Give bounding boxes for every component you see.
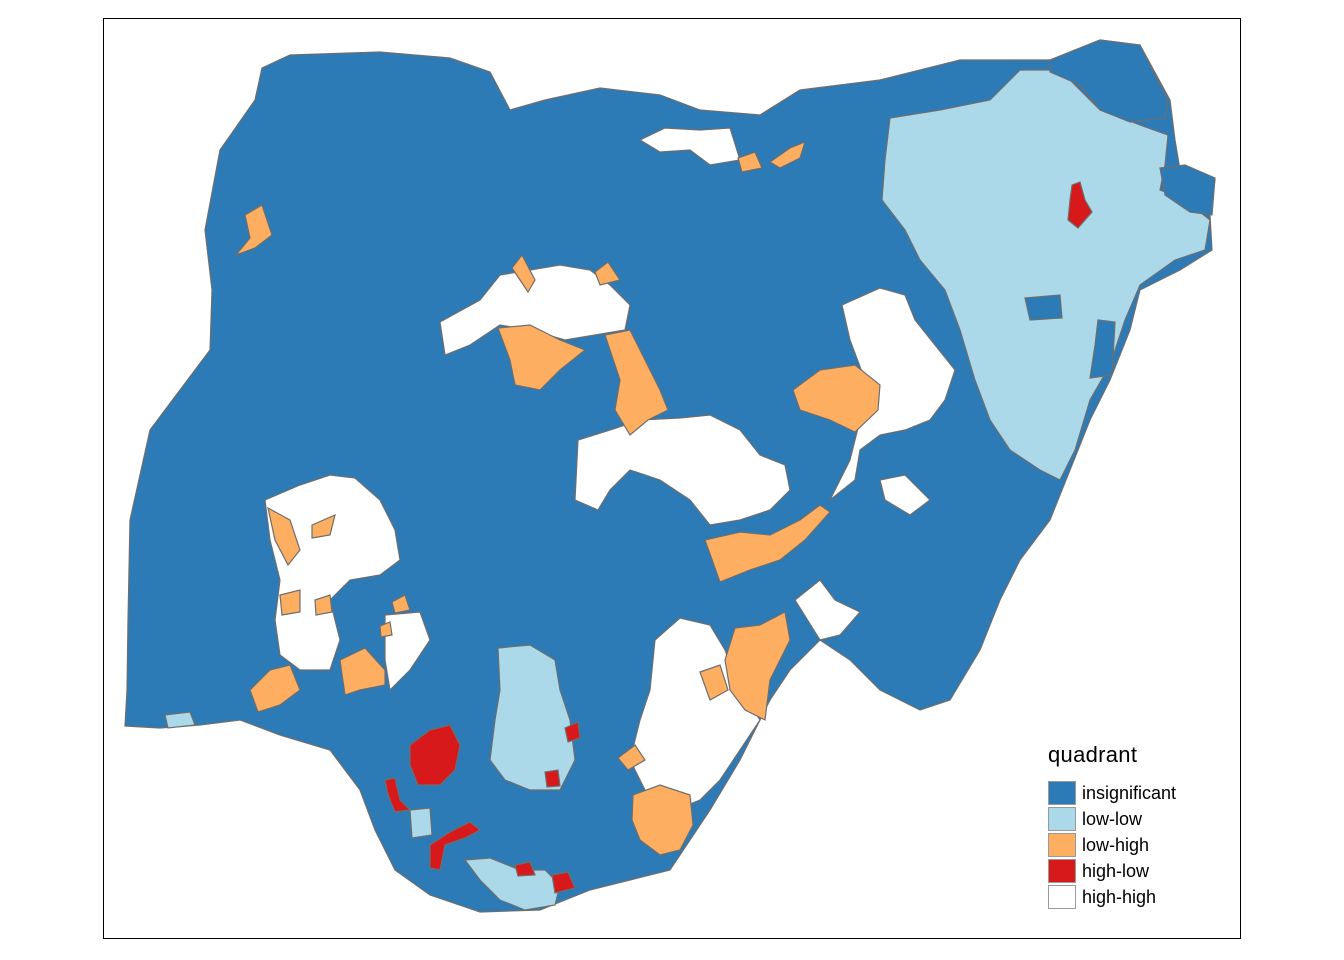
legend-item-high-low: high-low: [1048, 858, 1176, 884]
east-border-block: [1159, 164, 1216, 216]
south-coast-spot: [551, 871, 576, 894]
south-central-cluster: [489, 644, 576, 791]
east-spots: [699, 664, 729, 701]
north-top-spot-1: [737, 151, 763, 173]
legend-label: low-high: [1082, 834, 1150, 855]
legend-label: high-low: [1082, 860, 1150, 881]
west-spots: [379, 621, 393, 638]
east-spots: [617, 744, 646, 771]
east-border-block: [1024, 294, 1063, 321]
east-patch: [794, 579, 861, 641]
central-cluster: [574, 414, 791, 526]
west-south-spots: [339, 647, 386, 696]
legend-label: insignificant: [1082, 782, 1177, 803]
southeast-spot: [631, 784, 694, 856]
south-spot-4: [564, 721, 581, 743]
south-delta-cluster: [463, 857, 561, 911]
south-spot-4: [544, 769, 561, 788]
west-spots: [267, 506, 301, 567]
central-band: [704, 504, 831, 583]
east-spots: [724, 611, 791, 721]
south-spot-1: [409, 724, 461, 786]
legend-item-high-high: high-high: [1048, 884, 1176, 910]
northeast-central-cluster: [879, 474, 931, 516]
legend-label: low-low: [1082, 808, 1143, 829]
north-central-spot-1: [511, 253, 536, 294]
west-cluster: [264, 474, 401, 671]
west-south-spots: [249, 664, 301, 713]
legend-title: quadrant: [1048, 742, 1138, 767]
west-spots: [311, 513, 336, 539]
legend-swatch: [1048, 807, 1076, 831]
legend-swatch: [1048, 833, 1076, 857]
legend-item-low-low: low-low: [1048, 806, 1176, 832]
west-spots: [314, 594, 333, 616]
east-border-block: [1089, 319, 1116, 379]
south-coast-spot: [514, 861, 536, 877]
north-top-spot-2: [768, 140, 806, 169]
northeast-spot: [1067, 181, 1093, 229]
map-legend: quadrant insignificant low-low low-high …: [1048, 742, 1176, 910]
west-cluster: [384, 611, 431, 692]
northcentral-strip: [604, 329, 669, 436]
far-northeast-block: [1049, 39, 1169, 123]
southwest-coast-patch: [164, 711, 196, 729]
west-spots: [391, 594, 411, 614]
legend-swatch: [1048, 781, 1076, 805]
southwest-coast-patch: [409, 807, 433, 839]
legend-swatch: [1048, 885, 1076, 909]
legend-label: high-high: [1082, 886, 1157, 907]
central-east-spot: [792, 364, 881, 433]
north-central-spot-2: [594, 261, 621, 286]
legend-item-low-high: low-high: [1048, 832, 1176, 858]
south-spot-2: [384, 777, 412, 813]
south-spot-3: [429, 821, 482, 871]
northwest-spot: [234, 204, 273, 257]
legend-item-insignificant: insignificant: [1048, 780, 1176, 806]
legend-swatch: [1048, 859, 1076, 883]
west-spots: [279, 589, 301, 616]
north-central-band: [497, 324, 587, 391]
